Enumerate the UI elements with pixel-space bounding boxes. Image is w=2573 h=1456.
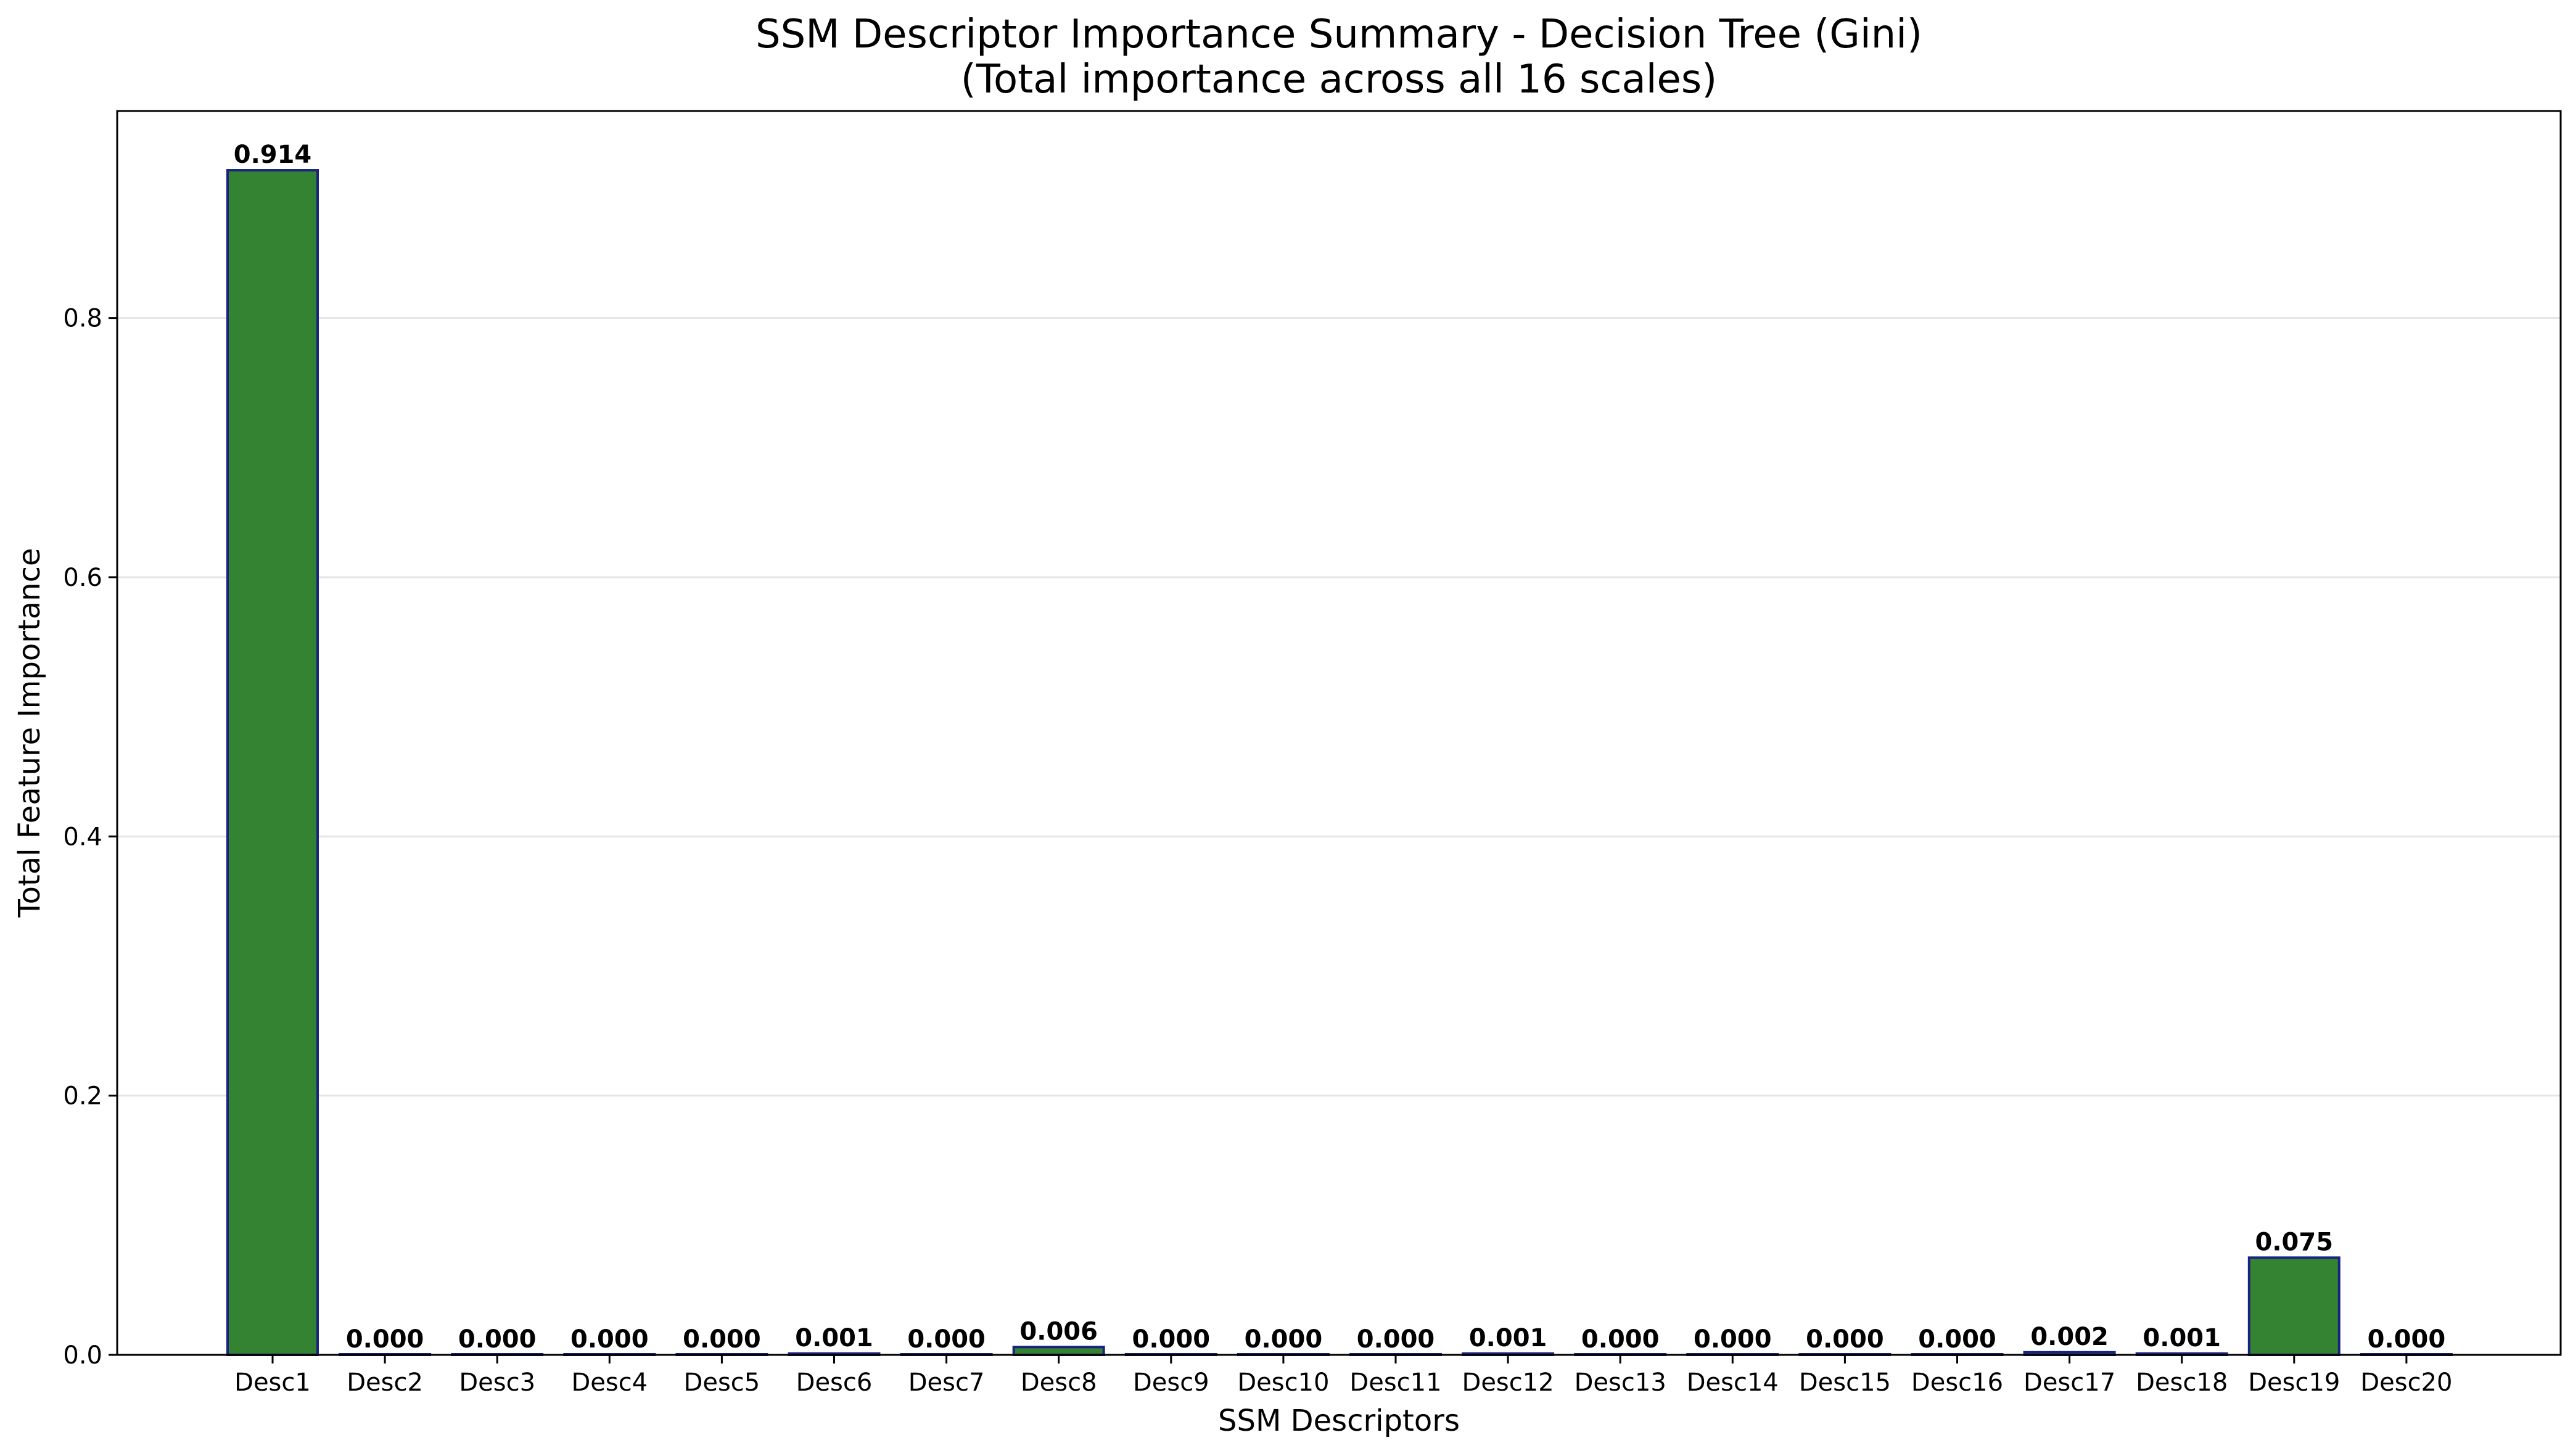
y-tick-label: 0.4: [63, 823, 102, 851]
x-axis-ticks: Desc1 Desc2 Desc3 Desc4 Desc5 Desc6 Desc7 Desc8…: [234, 1355, 2452, 1397]
plot-frame: [116, 110, 2562, 1356]
x-tick-label: Desc20: [2360, 1368, 2452, 1397]
x-tick-label: Desc9: [1133, 1368, 1209, 1397]
bar-value-label: 0.000: [1132, 1325, 1211, 1354]
x-tick-label: Desc3: [459, 1368, 535, 1397]
x-tick-label: Desc17: [2023, 1368, 2115, 1397]
bar: [2247, 1256, 2340, 1356]
bar-value-label: 0.000: [1806, 1325, 1884, 1354]
y-tick-label: 0.8: [63, 305, 102, 333]
x-tick-label: Desc14: [1687, 1368, 1779, 1397]
bar-value-label: 0.000: [458, 1325, 537, 1354]
chart-title: SSM Descriptor Importance Summary - Deci…: [755, 12, 1922, 57]
y-tick-label: 0.2: [63, 1082, 102, 1111]
x-tick-label: Desc5: [684, 1368, 760, 1397]
x-tick-label: Desc12: [1462, 1368, 1554, 1397]
x-tick-label: Desc8: [1021, 1368, 1097, 1397]
x-tick-label: Desc7: [908, 1368, 985, 1397]
x-tick-label: Desc2: [347, 1368, 423, 1397]
x-tick-label: Desc18: [2136, 1368, 2228, 1397]
bar-value-label: 0.000: [1918, 1325, 1996, 1354]
x-tick-label: Desc1: [234, 1368, 311, 1397]
bars: [226, 169, 2453, 1357]
bar-value-label: 0.001: [2143, 1324, 2221, 1352]
bar: [226, 169, 319, 1356]
bar-value-label: 0.000: [1245, 1325, 1323, 1354]
bar-value-label: 0.006: [1019, 1317, 1098, 1346]
bar-value-label: 0.000: [1581, 1325, 1660, 1354]
y-tick-label: 0.0: [63, 1341, 102, 1370]
y-axis-ticks: 0.0 0.2 0.4 0.6 0.8: [63, 305, 117, 1370]
bar-value-label: 0.000: [1694, 1325, 1772, 1354]
x-tick-label: Desc15: [1799, 1368, 1891, 1397]
x-tick-label: Desc13: [1575, 1368, 1666, 1397]
bar-value-label: 0.001: [795, 1324, 873, 1352]
gridlines: [117, 317, 2561, 1097]
bar-value-label: 0.001: [1469, 1324, 1547, 1352]
bar-value-label: 0.000: [570, 1325, 649, 1354]
bar-value-label: 0.075: [2255, 1228, 2334, 1256]
bar-value-label: 0.914: [234, 141, 312, 169]
x-tick-label: Desc4: [571, 1368, 648, 1397]
x-tick-label: Desc11: [1349, 1368, 1441, 1397]
x-axis-label: SSM Descriptors: [1218, 1404, 1460, 1438]
bar-value-label: 0.000: [2368, 1325, 2446, 1354]
bar-value-label: 0.000: [683, 1325, 761, 1354]
y-tick-label: 0.6: [63, 564, 102, 592]
x-tick-label: Desc10: [1237, 1368, 1329, 1397]
bar-value-label: 0.000: [907, 1325, 986, 1354]
y-axis-label: Total Feature Importance: [12, 548, 47, 918]
chart-subtitle: (Total importance across all 16 scales): [961, 57, 1717, 102]
bar-value-label: 0.000: [1357, 1325, 1435, 1354]
value-labels: 0.914 0.000 0.000 0.000 0.000 0.001 0.000 0.006…: [234, 141, 2445, 1354]
bar: [1012, 1346, 1105, 1357]
x-tick-label: Desc6: [796, 1368, 873, 1397]
bar-value-label: 0.002: [2030, 1323, 2109, 1351]
bar-value-label: 0.000: [346, 1325, 424, 1354]
x-tick-label: Desc19: [2248, 1368, 2340, 1397]
x-tick-label: Desc16: [1911, 1368, 2003, 1397]
